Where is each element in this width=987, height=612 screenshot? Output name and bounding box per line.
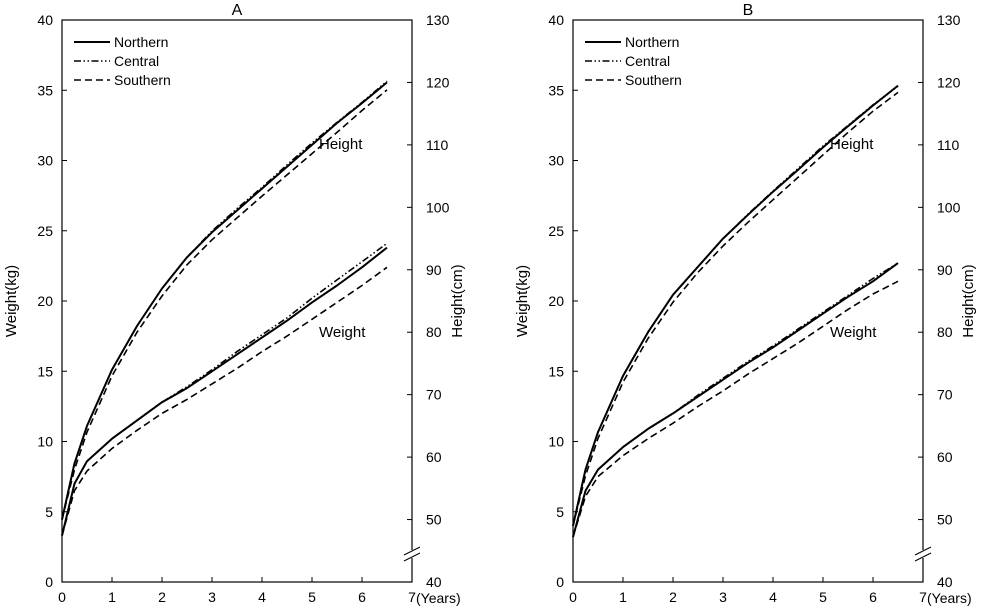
series-line-southern-height	[61, 89, 388, 520]
series-line-central-height	[572, 85, 899, 526]
series-line-southern-height	[572, 91, 899, 526]
series-line-northern-height	[61, 81, 388, 520]
y-right-tick-label: 130	[937, 12, 961, 28]
legend-label-central: Central	[625, 53, 670, 69]
weight-annotation: Weight	[830, 324, 877, 341]
legend-label-northern: Northern	[625, 34, 679, 50]
series-line-central-weight	[572, 262, 899, 538]
x-tick-label: 7	[408, 589, 416, 605]
weight-annotation: Weight	[319, 324, 366, 341]
y-right-tick-label: 80	[426, 324, 442, 340]
axis-break-mark-b	[914, 552, 932, 562]
x-tick-label: 1	[108, 589, 116, 605]
y-right-tick-label: 110	[937, 137, 960, 153]
x-tick-label: 0	[58, 589, 66, 605]
y-right-tick-label: 60	[426, 449, 442, 465]
legend-label-southern: Southern	[114, 72, 171, 88]
y-left-tick-label: 15	[37, 363, 53, 379]
series-line-central-weight	[61, 242, 388, 536]
y-left-tick-label: 40	[37, 12, 53, 28]
y-left-tick-label: 30	[548, 153, 564, 169]
y-right-tick-label: 120	[937, 74, 961, 90]
y-right-tick-label: 50	[426, 512, 442, 528]
x-tick-label: 1	[619, 589, 627, 605]
y-left-tick-label: 0	[45, 574, 53, 590]
y-right-axis-title: Height(cm)	[960, 264, 977, 337]
x-tick-label: 4	[769, 589, 777, 605]
series-line-northern-weight	[572, 262, 899, 538]
axis-break-gap-a	[404, 550, 420, 558]
x-tick-label: 3	[719, 589, 727, 605]
x-tick-label: 7	[919, 589, 927, 605]
y-right-tick-label: 120	[426, 74, 450, 90]
x-tick-label: 3	[208, 589, 216, 605]
axis-break-mark-a	[403, 546, 421, 556]
y-left-tick-label: 5	[556, 504, 564, 520]
y-left-tick-label: 15	[548, 363, 564, 379]
axis-break-mark-a	[403, 552, 421, 562]
panel-a: 0 1 2 3 4 5 6 7 (Years) 0 5 10 15 20 25 30 35 40 40 50 60 70 8…	[3, 2, 466, 606]
y-left-tick-label: 20	[548, 293, 564, 309]
x-tick-label: 0	[569, 589, 577, 605]
x-tick-label: 4	[258, 589, 266, 605]
series-line-southern-weight	[61, 266, 388, 536]
y-right-tick-label: 60	[937, 449, 953, 465]
height-annotation: Height	[830, 136, 874, 153]
y-left-axis-title: Weight(kg)	[514, 265, 531, 337]
series-line-southern-weight	[572, 280, 899, 538]
y-left-tick-label: 35	[548, 82, 564, 98]
y-left-tick-label: 10	[548, 434, 564, 450]
panel-title: A	[232, 2, 243, 19]
y-right-tick-label: 40	[426, 574, 442, 590]
x-tick-label: 6	[358, 589, 366, 605]
y-right-tick-label: 80	[937, 324, 953, 340]
series-line-northern-weight	[61, 246, 388, 536]
axis-break-mark-b	[914, 546, 932, 556]
y-left-tick-label: 30	[37, 153, 53, 169]
y-right-tick-label: 50	[937, 512, 953, 528]
axis-break-gap-b	[915, 550, 931, 558]
x-tick-label: 5	[819, 589, 827, 605]
y-left-tick-label: 20	[37, 293, 53, 309]
x-tick-label: 2	[669, 589, 677, 605]
panel-title: B	[743, 2, 754, 19]
panel-b: 0 1 2 3 4 5 6 7 (Years) 0 5 10 15 20 25 30 35 40 40 50 60 70 8…	[514, 2, 977, 606]
y-right-tick-label: 130	[426, 12, 450, 28]
y-right-tick-label: 110	[426, 137, 449, 153]
y-right-tick-label: 90	[937, 262, 953, 278]
x-axis-label: (Years)	[927, 590, 972, 606]
y-left-tick-label: 25	[548, 223, 564, 239]
x-tick-label: 5	[308, 589, 316, 605]
height-annotation: Height	[319, 136, 363, 153]
x-tick-label: 6	[869, 589, 877, 605]
y-left-tick-label: 0	[556, 574, 564, 590]
legend-label-central: Central	[114, 53, 159, 69]
y-left-tick-label: 40	[548, 12, 564, 28]
y-right-axis-title: Height(cm)	[449, 264, 466, 337]
y-left-tick-label: 10	[37, 434, 53, 450]
x-axis-label: (Years)	[416, 590, 461, 606]
y-right-tick-label: 40	[937, 574, 953, 590]
y-left-axis-title: Weight(kg)	[3, 265, 20, 337]
y-left-tick-label: 25	[37, 223, 53, 239]
plot-frame-b	[572, 19, 924, 583]
legend-label-southern: Southern	[625, 72, 682, 88]
y-right-tick-label: 70	[426, 387, 442, 403]
legend-label-northern: Northern	[114, 34, 168, 50]
y-left-tick-label: 5	[45, 504, 53, 520]
y-right-tick-label: 100	[426, 199, 450, 215]
y-right-tick-label: 70	[937, 387, 953, 403]
y-right-tick-label: 100	[937, 199, 961, 215]
y-left-tick-label: 35	[37, 82, 53, 98]
x-tick-label: 2	[158, 589, 166, 605]
y-right-tick-label: 90	[426, 262, 442, 278]
